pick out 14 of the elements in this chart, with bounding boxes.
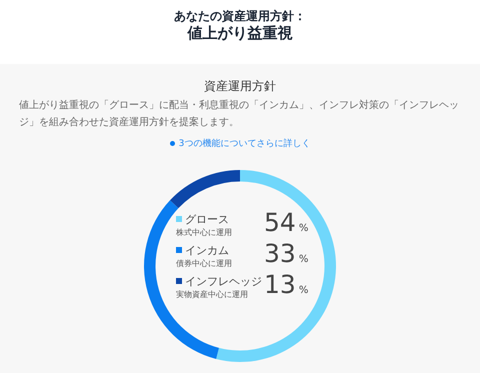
data-label: 54% xyxy=(264,208,308,237)
data-label: 33% xyxy=(264,239,308,268)
text: 株式中心に運用 xyxy=(176,227,232,238)
text: 債券中心に運用 xyxy=(176,258,232,269)
chart-subtitle: 値上がり益重視 xyxy=(186,24,294,43)
legend-label: グロース xyxy=(185,212,229,227)
text: 3つの機能についてさらに詳しく xyxy=(178,138,312,150)
legend-label: インフレヘッジ xyxy=(185,274,262,289)
chart-title: あなたの資産運用方針： xyxy=(173,8,307,25)
text: 値上がり益重視の「グロース」に配当・利息重視の「インカム」、インフレ対策の「インフレヘッジ」を組み合わせた資産運用方針を提案します。 xyxy=(19,98,460,130)
text: 資産運用方針 xyxy=(203,78,277,95)
legend-label: インカム xyxy=(185,243,229,258)
data-label: 13% xyxy=(264,270,308,299)
text: 実物資産中心に運用 xyxy=(176,289,248,300)
